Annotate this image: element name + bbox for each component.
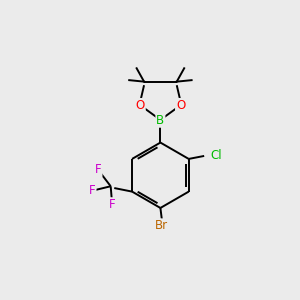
Text: F: F bbox=[109, 198, 116, 211]
Text: F: F bbox=[89, 184, 96, 197]
Text: B: B bbox=[156, 114, 164, 127]
Text: O: O bbox=[176, 99, 185, 112]
Text: Cl: Cl bbox=[210, 149, 222, 162]
Text: F: F bbox=[95, 164, 101, 176]
Text: O: O bbox=[136, 99, 145, 112]
Text: Br: Br bbox=[155, 219, 169, 232]
